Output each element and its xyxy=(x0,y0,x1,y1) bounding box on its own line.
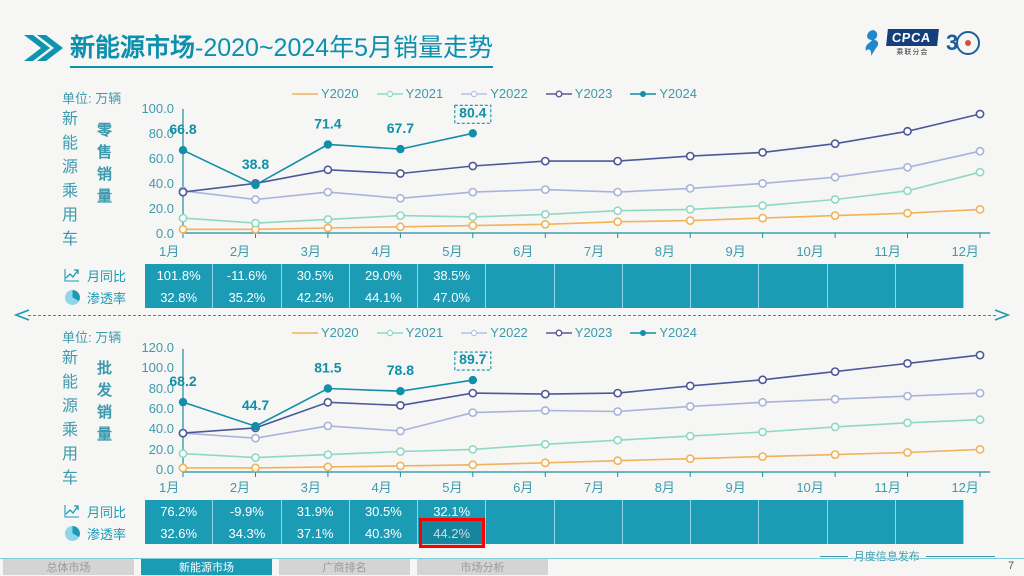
svg-text:71.4: 71.4 xyxy=(314,116,341,132)
svg-text:89.7: 89.7 xyxy=(459,351,486,367)
svg-text:67.7: 67.7 xyxy=(387,120,414,136)
svg-text:44.7: 44.7 xyxy=(242,397,269,413)
svg-text:80.4: 80.4 xyxy=(459,104,486,120)
svg-text:78.8: 78.8 xyxy=(387,362,414,378)
svg-text:66.8: 66.8 xyxy=(169,121,196,137)
svg-text:68.2: 68.2 xyxy=(169,373,196,389)
svg-text:38.8: 38.8 xyxy=(242,156,269,172)
svg-text:81.5: 81.5 xyxy=(314,360,341,376)
